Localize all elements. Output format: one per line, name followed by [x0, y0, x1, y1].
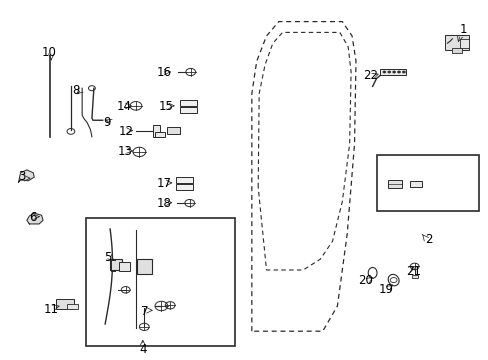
Bar: [119, 262, 130, 271]
Bar: [180, 100, 196, 106]
Bar: [409, 181, 421, 187]
Text: 16: 16: [156, 66, 171, 78]
Text: 10: 10: [41, 46, 56, 59]
Bar: [387, 180, 402, 188]
Text: 18: 18: [156, 197, 171, 210]
Circle shape: [382, 71, 385, 73]
Bar: [152, 125, 160, 137]
Text: 14: 14: [116, 100, 131, 113]
Text: 9: 9: [102, 116, 110, 129]
Bar: [459, 39, 468, 48]
Text: 5: 5: [103, 251, 111, 264]
Circle shape: [402, 71, 405, 73]
Bar: [176, 184, 193, 190]
Bar: [445, 35, 468, 50]
Text: 22: 22: [363, 69, 377, 82]
Bar: [166, 127, 180, 134]
Text: 6: 6: [29, 211, 37, 224]
Bar: [155, 132, 165, 137]
Circle shape: [387, 71, 390, 73]
Text: 7: 7: [140, 305, 148, 318]
Text: 8: 8: [72, 84, 80, 96]
Bar: [110, 259, 122, 270]
Text: 12: 12: [119, 125, 133, 138]
Bar: [85, 218, 234, 346]
Bar: [176, 177, 193, 183]
Bar: [376, 155, 478, 211]
Circle shape: [392, 71, 395, 73]
Text: 3: 3: [18, 170, 25, 183]
Bar: [56, 299, 74, 309]
Bar: [137, 259, 151, 274]
Text: 4: 4: [139, 343, 146, 356]
Text: 17: 17: [156, 177, 171, 190]
Bar: [67, 304, 78, 309]
Text: 13: 13: [117, 145, 132, 158]
Polygon shape: [19, 170, 34, 182]
Text: 1: 1: [459, 23, 467, 36]
Text: 11: 11: [44, 303, 59, 316]
Text: 2: 2: [424, 233, 432, 246]
Text: 21: 21: [405, 265, 420, 278]
Text: 20: 20: [358, 274, 372, 287]
Text: 19: 19: [378, 283, 393, 296]
Circle shape: [397, 71, 400, 73]
Bar: [451, 48, 461, 53]
Polygon shape: [27, 213, 43, 224]
Bar: [411, 275, 417, 278]
Text: 15: 15: [159, 100, 173, 113]
Bar: [380, 69, 405, 75]
Bar: [180, 107, 196, 113]
